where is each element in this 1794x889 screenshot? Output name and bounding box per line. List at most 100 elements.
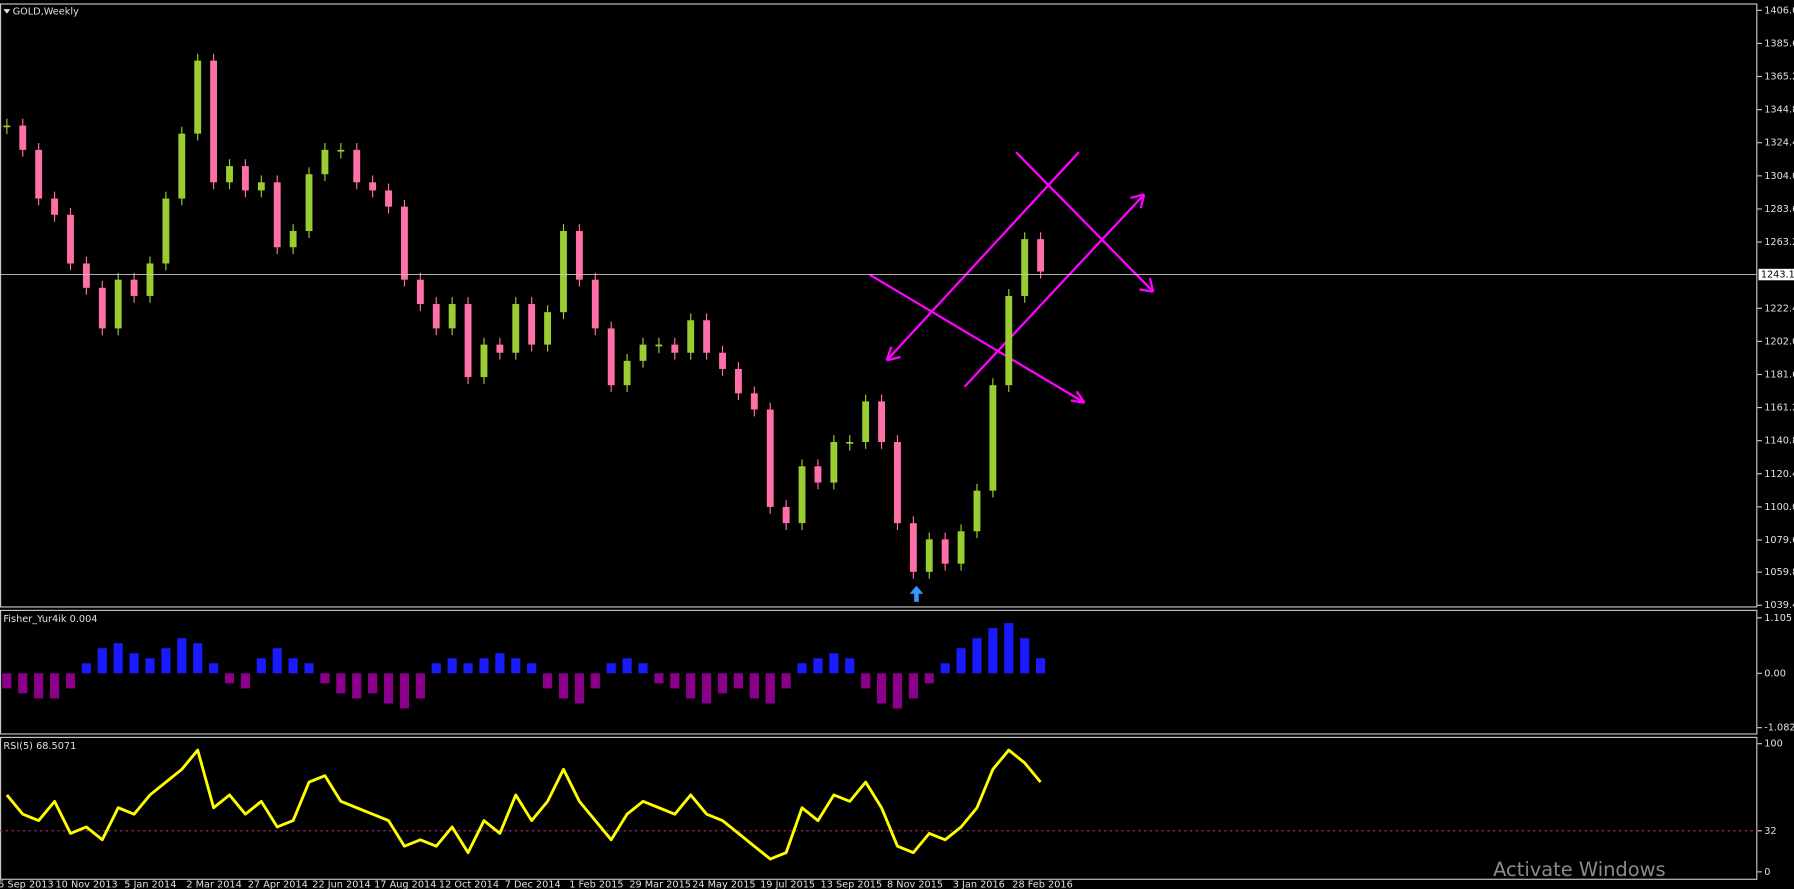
histogram-bar bbox=[193, 643, 203, 674]
candle-body bbox=[226, 166, 233, 183]
user-drawings bbox=[868, 151, 1155, 404]
candle-body bbox=[114, 279, 122, 329]
pane-title: RSI(5) 68.5071 bbox=[3, 741, 76, 752]
histogram-bar bbox=[829, 653, 839, 674]
candle-body bbox=[130, 279, 138, 296]
histogram-bar bbox=[813, 658, 823, 674]
histogram-bar bbox=[638, 663, 648, 674]
candle-body bbox=[321, 149, 329, 175]
y-tick-label: 1120.4 bbox=[1764, 469, 1794, 480]
histogram-bar bbox=[288, 658, 298, 674]
candle-body bbox=[750, 393, 758, 410]
histogram-bar bbox=[415, 673, 425, 699]
date-label: 10 Nov 2013 bbox=[55, 879, 117, 889]
histogram-bar bbox=[702, 673, 712, 704]
candle-body bbox=[464, 304, 472, 378]
candle-body bbox=[989, 385, 997, 491]
rsi-pane-frame bbox=[0, 736, 1758, 880]
candle-body bbox=[528, 304, 536, 345]
y-tick-label: 1161.2 bbox=[1764, 403, 1794, 414]
histogram-bar bbox=[49, 673, 60, 699]
candle-body bbox=[591, 279, 599, 329]
date-label: 28 Feb 2016 bbox=[1012, 879, 1072, 889]
histogram-bar bbox=[129, 653, 139, 674]
candle-body bbox=[401, 206, 408, 280]
candle-body bbox=[369, 182, 377, 191]
histogram-bar bbox=[320, 673, 330, 684]
candle-body bbox=[448, 304, 456, 329]
histogram-bar bbox=[145, 658, 155, 674]
histogram-bar bbox=[606, 663, 616, 674]
histogram-bar bbox=[924, 673, 934, 684]
histogram-bar bbox=[972, 638, 982, 674]
candle-body bbox=[719, 352, 726, 369]
candle-body bbox=[894, 441, 901, 524]
histogram-bar bbox=[590, 673, 600, 689]
fisher-pane-frame bbox=[0, 609, 1758, 735]
date-label: 19 Jul 2015 bbox=[760, 879, 815, 889]
histogram-bar bbox=[892, 673, 903, 709]
histogram-bar bbox=[2, 673, 12, 689]
candle-body bbox=[623, 360, 631, 386]
menu-triangle[interactable] bbox=[3, 9, 11, 14]
histogram-bar bbox=[34, 673, 44, 699]
arrow-head bbox=[1070, 390, 1086, 404]
candle-body bbox=[512, 304, 520, 353]
date-label: 29 Mar 2015 bbox=[629, 879, 691, 889]
histogram-bar bbox=[765, 673, 775, 704]
date-label: 24 May 2015 bbox=[692, 879, 755, 889]
candle-body bbox=[146, 263, 154, 296]
date-label: 3 Jan 2016 bbox=[953, 879, 1005, 889]
date-label: 13 Sep 2015 bbox=[821, 879, 883, 889]
candle-body bbox=[1005, 295, 1013, 386]
histogram-bar bbox=[622, 658, 632, 674]
histogram-bar bbox=[733, 673, 743, 689]
candle-body bbox=[957, 531, 965, 564]
date-label: 22 Jun 2014 bbox=[312, 879, 370, 889]
histogram-bar bbox=[1020, 638, 1030, 674]
histogram-bar bbox=[797, 663, 807, 674]
trend-arrow bbox=[1015, 151, 1155, 293]
histogram-bar bbox=[272, 648, 282, 674]
histogram-bar bbox=[463, 663, 473, 674]
date-label: 15 Sep 2013 bbox=[0, 879, 54, 889]
candle-body bbox=[178, 133, 186, 199]
histogram-bar bbox=[861, 673, 871, 689]
y-tick-label: -1.082 bbox=[1764, 723, 1794, 734]
histogram-bar bbox=[956, 648, 966, 674]
histogram-bar bbox=[1036, 658, 1046, 674]
histogram-bar bbox=[65, 673, 76, 689]
candle-body bbox=[782, 506, 790, 524]
candle-body bbox=[1037, 239, 1045, 272]
histogram-bar bbox=[686, 673, 696, 699]
trend-arrow bbox=[868, 273, 1086, 404]
candle-body bbox=[878, 401, 885, 442]
pane-frames bbox=[0, 3, 1758, 880]
y-tick-label: 1222.4 bbox=[1764, 303, 1794, 314]
y-tick-label: 1059.8 bbox=[1764, 567, 1794, 578]
candle-body bbox=[385, 190, 392, 207]
candle-body bbox=[846, 441, 854, 444]
candle-body bbox=[925, 539, 933, 572]
histogram-bar bbox=[511, 658, 521, 674]
histogram-bar bbox=[304, 663, 314, 674]
candle-body bbox=[687, 320, 695, 353]
date-label: 27 Apr 2014 bbox=[248, 879, 308, 889]
candle-body bbox=[560, 231, 567, 313]
current-price-label: 1243.17 bbox=[1761, 270, 1794, 281]
histogram-bar bbox=[876, 673, 887, 704]
histogram-bar bbox=[479, 658, 489, 674]
histogram-bar bbox=[352, 673, 362, 699]
candle-body bbox=[1021, 239, 1029, 296]
histogram-bar bbox=[336, 673, 346, 694]
y-tick-label: 1079.6 bbox=[1764, 535, 1794, 546]
candle-body bbox=[639, 344, 647, 361]
histogram-bar bbox=[940, 663, 950, 674]
date-label: 17 Aug 2014 bbox=[374, 879, 436, 889]
candle-body bbox=[67, 214, 74, 264]
candle-body bbox=[82, 263, 90, 288]
candle-body bbox=[544, 312, 552, 345]
candle-body bbox=[941, 539, 949, 564]
rsi-line bbox=[5, 748, 1042, 861]
